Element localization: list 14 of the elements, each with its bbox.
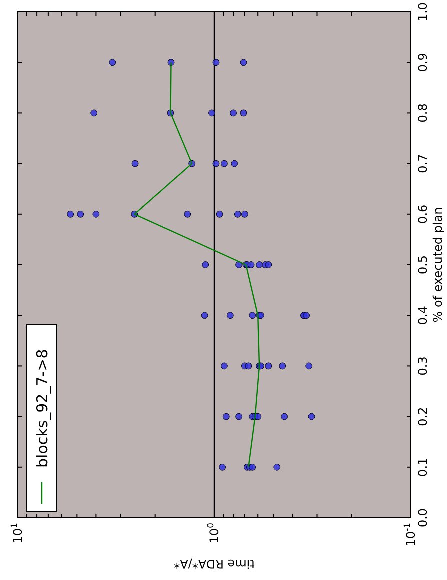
text: blocks_92_7->8 [33, 349, 52, 468]
y-axis-title: % of executed plan [431, 207, 446, 323]
y-tick-label: 0.6 [416, 204, 430, 224]
y-tick-label: 0.1 [416, 458, 430, 477]
y-tick-label: 0.2 [416, 407, 430, 426]
y-tick-label: 0.4 [416, 306, 430, 326]
y-tick-label: 0.3 [416, 356, 430, 376]
y-tick-label: 0.0 [416, 508, 430, 528]
y-tick-label: 0.7 [416, 154, 430, 174]
y-tick-label: 0.5 [416, 255, 430, 275]
y-tick-label: 0.8 [416, 104, 430, 123]
y-tick-label: 1.0 [416, 2, 430, 22]
x-axis-title: time RDA*/A* [174, 556, 255, 571]
y-tick-label: 0.9 [416, 53, 430, 72]
